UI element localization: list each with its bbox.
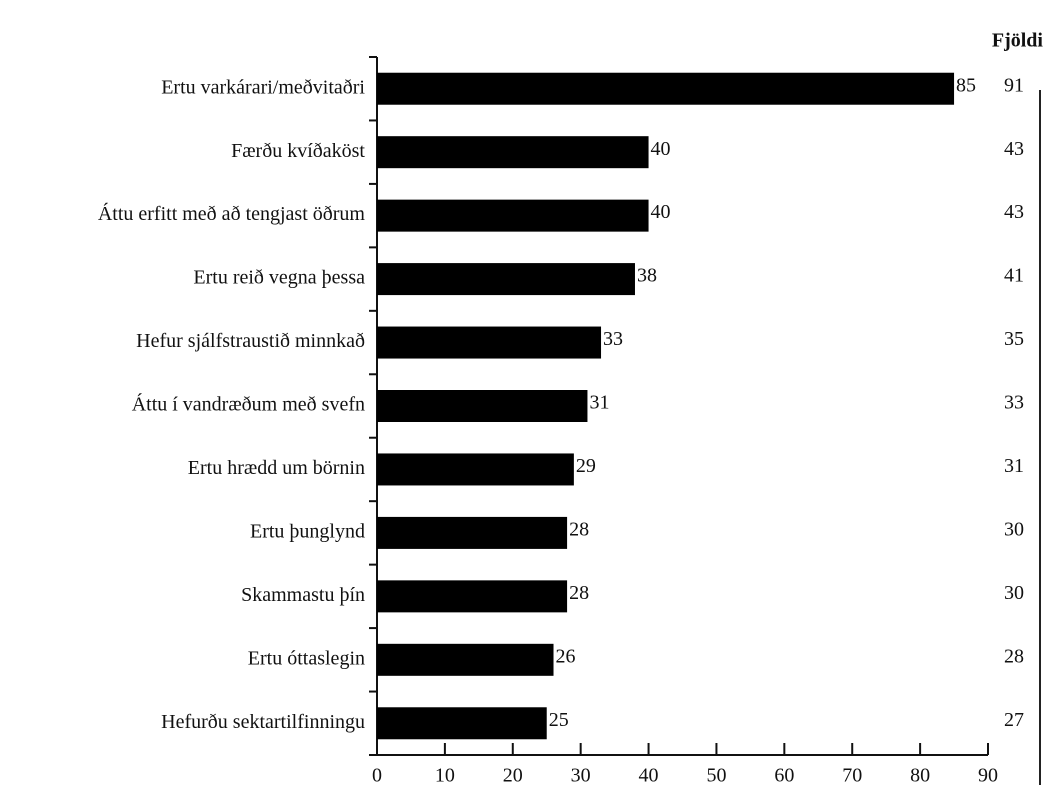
value-label: 33 [603,328,623,350]
category-label: Ertu þunglynd [250,521,365,543]
count-label: 27 [1004,709,1024,731]
bar [377,72,955,105]
bar [377,707,547,740]
count-label: 28 [1004,645,1024,667]
x-tick-label: 80 [910,765,930,787]
value-label: 38 [637,265,657,287]
x-tick-label: 70 [842,765,862,787]
value-label: 40 [651,138,671,160]
category-label: Færðu kvíðaköst [231,140,365,162]
count-label: 31 [1004,455,1024,477]
category-label: Hefur sjálfstraustið minnkað [136,330,365,352]
bar [377,580,568,613]
value-label: 31 [589,392,609,414]
category-label: Áttu erfitt með að tengjast öðrum [98,202,366,225]
value-label: 28 [569,519,589,541]
category-label: Ertu varkárari/meðvitaðri [161,76,365,98]
category-label: Skammastu þín [241,584,365,606]
count-label: 30 [1004,519,1024,541]
count-label: 91 [1004,74,1024,96]
category-label: Ertu hrædd um börnin [188,457,365,479]
bar [377,199,649,232]
value-label: 25 [549,709,569,731]
count-label: 43 [1004,201,1024,223]
x-tick-label: 50 [706,765,726,787]
count-label: 33 [1004,392,1024,414]
value-label: 28 [569,582,589,604]
bar [377,263,635,296]
category-label: Ertu reið vegna þessa [193,267,365,289]
count-header: Fjöldi [992,30,1044,52]
x-tick-label: 20 [503,765,523,787]
x-tick-label: 90 [978,765,998,787]
x-tick-label: 0 [372,765,382,787]
count-label: 35 [1004,328,1024,350]
value-label: 85 [956,74,976,96]
x-tick-label: 30 [571,765,591,787]
count-label: 41 [1004,265,1024,287]
value-label: 29 [576,455,596,477]
bar [377,453,574,486]
category-label: Ertu óttaslegin [248,647,365,669]
bar [377,643,554,676]
category-label: Hefurðu sektartilfinningu [161,711,365,733]
x-tick-label: 60 [774,765,794,787]
count-label: 43 [1004,138,1024,160]
bar [377,516,568,549]
bar [377,136,649,169]
x-tick-label: 10 [435,765,455,787]
bar [377,326,602,359]
count-label: 30 [1004,582,1024,604]
category-label: Áttu í vandræðum með svefn [132,393,365,416]
bar [377,390,588,422]
value-label: 40 [651,201,671,223]
value-label: 26 [556,645,576,667]
x-tick-label: 40 [639,765,659,787]
